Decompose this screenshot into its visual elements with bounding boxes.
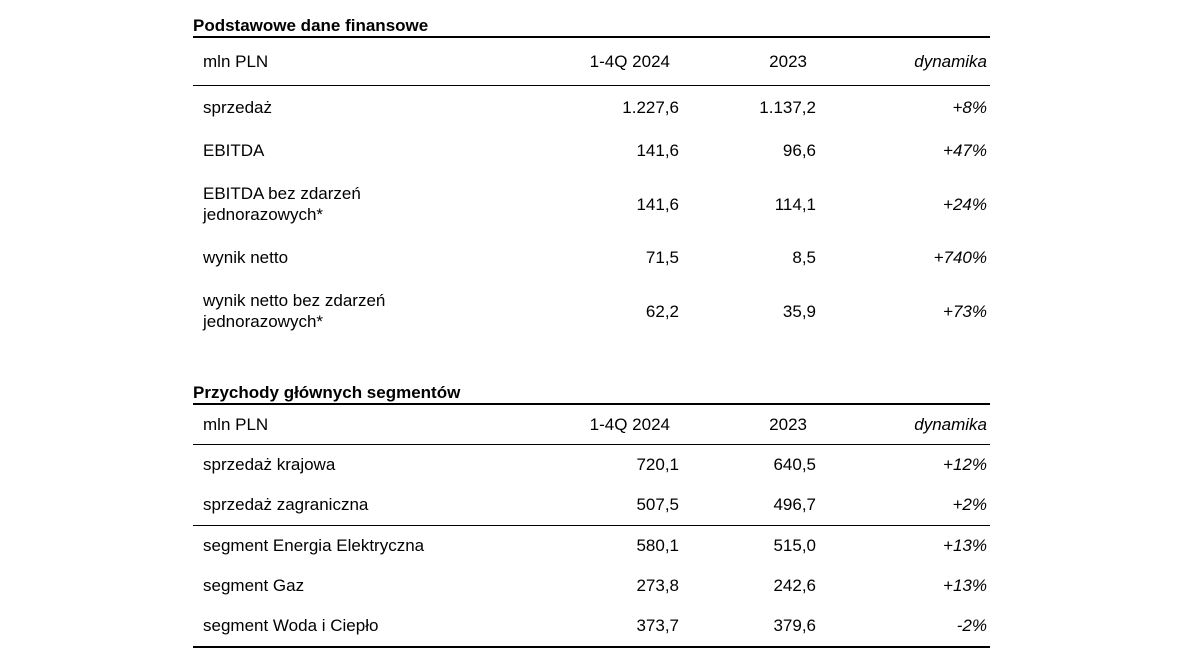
row-label: wynik netto bez zdarzeń jednorazowych* xyxy=(203,291,386,331)
value-2023: 114,1 xyxy=(774,194,816,214)
value-2023: 35,9 xyxy=(782,301,816,321)
value-change: +73% xyxy=(943,301,987,321)
value-2023: 1.137,2 xyxy=(759,98,816,117)
row-label: sprzedaż zagraniczna xyxy=(203,495,369,514)
section-segment-revenues: Przychody głównych segmentów mln PLN 1-4… xyxy=(193,383,990,648)
value-2023: 96,6 xyxy=(782,141,816,160)
value-change: +13% xyxy=(943,576,987,595)
table-title-segment-revenues: Przychody głównych segmentów xyxy=(193,383,990,405)
row-label: sprzedaż krajowa xyxy=(203,455,336,474)
table-row: segment Woda i Ciepło 373,7 379,6 -2% xyxy=(193,606,990,647)
column-header-2023: 2023 xyxy=(769,52,807,71)
value-change: +47% xyxy=(943,141,987,160)
value-change: +24% xyxy=(943,194,987,214)
value-2024: 720,1 xyxy=(636,455,679,474)
value-2023: 496,7 xyxy=(773,495,816,514)
value-2023: 515,0 xyxy=(773,536,816,555)
segment-revenues-table: mln PLN 1-4Q 2024 2023 dynamika sprzedaż… xyxy=(193,405,990,648)
column-header-dynamics: dynamika xyxy=(914,52,987,71)
row-label: EBITDA xyxy=(203,141,265,160)
value-2024: 507,5 xyxy=(636,495,679,514)
value-2024: 373,7 xyxy=(636,616,679,635)
row-label: wynik netto xyxy=(203,248,289,267)
column-header-unit: mln PLN xyxy=(203,415,269,434)
value-change: +2% xyxy=(952,495,988,514)
value-change: +12% xyxy=(943,455,987,474)
value-2023: 640,5 xyxy=(773,455,816,474)
table-row: EBITDA bez zdarzeń jednorazowych* 141,6 … xyxy=(193,172,990,236)
table-row: segment Gaz 273,8 242,6 +13% xyxy=(193,566,990,606)
value-2024: 141,6 xyxy=(636,141,679,160)
table-row: sprzedaż krajowa 720,1 640,5 +12% xyxy=(193,445,990,486)
table-row: wynik netto 71,5 8,5 +740% xyxy=(193,236,990,279)
row-label: sprzedaż xyxy=(203,98,272,117)
value-2024: 1.227,6 xyxy=(622,98,679,117)
column-header-period-2024: 1-4Q 2024 xyxy=(589,52,670,71)
section-basic-financials: Podstawowe dane finansowe mln PLN 1-4Q 2… xyxy=(193,16,990,343)
value-2024: 580,1 xyxy=(636,536,679,555)
value-2024: 141,6 xyxy=(636,194,679,214)
row-label: segment Woda i Ciepło xyxy=(203,616,379,635)
column-header-dynamics: dynamika xyxy=(914,415,987,434)
column-header-period-2024: 1-4Q 2024 xyxy=(589,415,670,434)
table-row: EBITDA 141,6 96,6 +47% xyxy=(193,129,990,172)
table-row: sprzedaż 1.227,6 1.137,2 +8% xyxy=(193,86,990,130)
table-row: segment Energia Elektryczna 580,1 515,0 … xyxy=(193,526,990,567)
value-2024: 273,8 xyxy=(636,576,679,595)
row-label: segment Gaz xyxy=(203,576,305,595)
financial-report-excerpt: Podstawowe dane finansowe mln PLN 1-4Q 2… xyxy=(193,16,990,648)
table-row: wynik netto bez zdarzeń jednorazowych* 6… xyxy=(193,279,990,343)
value-2024: 71,5 xyxy=(645,248,679,267)
table-row: sprzedaż zagraniczna 507,5 496,7 +2% xyxy=(193,485,990,526)
value-change: -2% xyxy=(956,616,987,635)
row-label: segment Energia Elektryczna xyxy=(203,536,425,555)
table-title-basic-financials: Podstawowe dane finansowe xyxy=(193,16,990,38)
value-change: +740% xyxy=(933,248,987,267)
header-row: mln PLN 1-4Q 2024 2023 dynamika xyxy=(193,405,990,445)
value-2023: 8,5 xyxy=(792,248,816,267)
header-row: mln PLN 1-4Q 2024 2023 dynamika xyxy=(193,38,990,86)
value-change: +8% xyxy=(952,98,988,117)
value-change: +13% xyxy=(943,536,987,555)
basic-financials-table: mln PLN 1-4Q 2024 2023 dynamika sprzedaż… xyxy=(193,38,990,343)
column-header-2023: 2023 xyxy=(769,415,807,434)
column-header-unit: mln PLN xyxy=(203,52,269,71)
row-label: EBITDA bez zdarzeń jednorazowych* xyxy=(203,184,361,224)
value-2023: 379,6 xyxy=(773,616,816,635)
value-2024: 62,2 xyxy=(645,301,679,321)
value-2023: 242,6 xyxy=(773,576,816,595)
